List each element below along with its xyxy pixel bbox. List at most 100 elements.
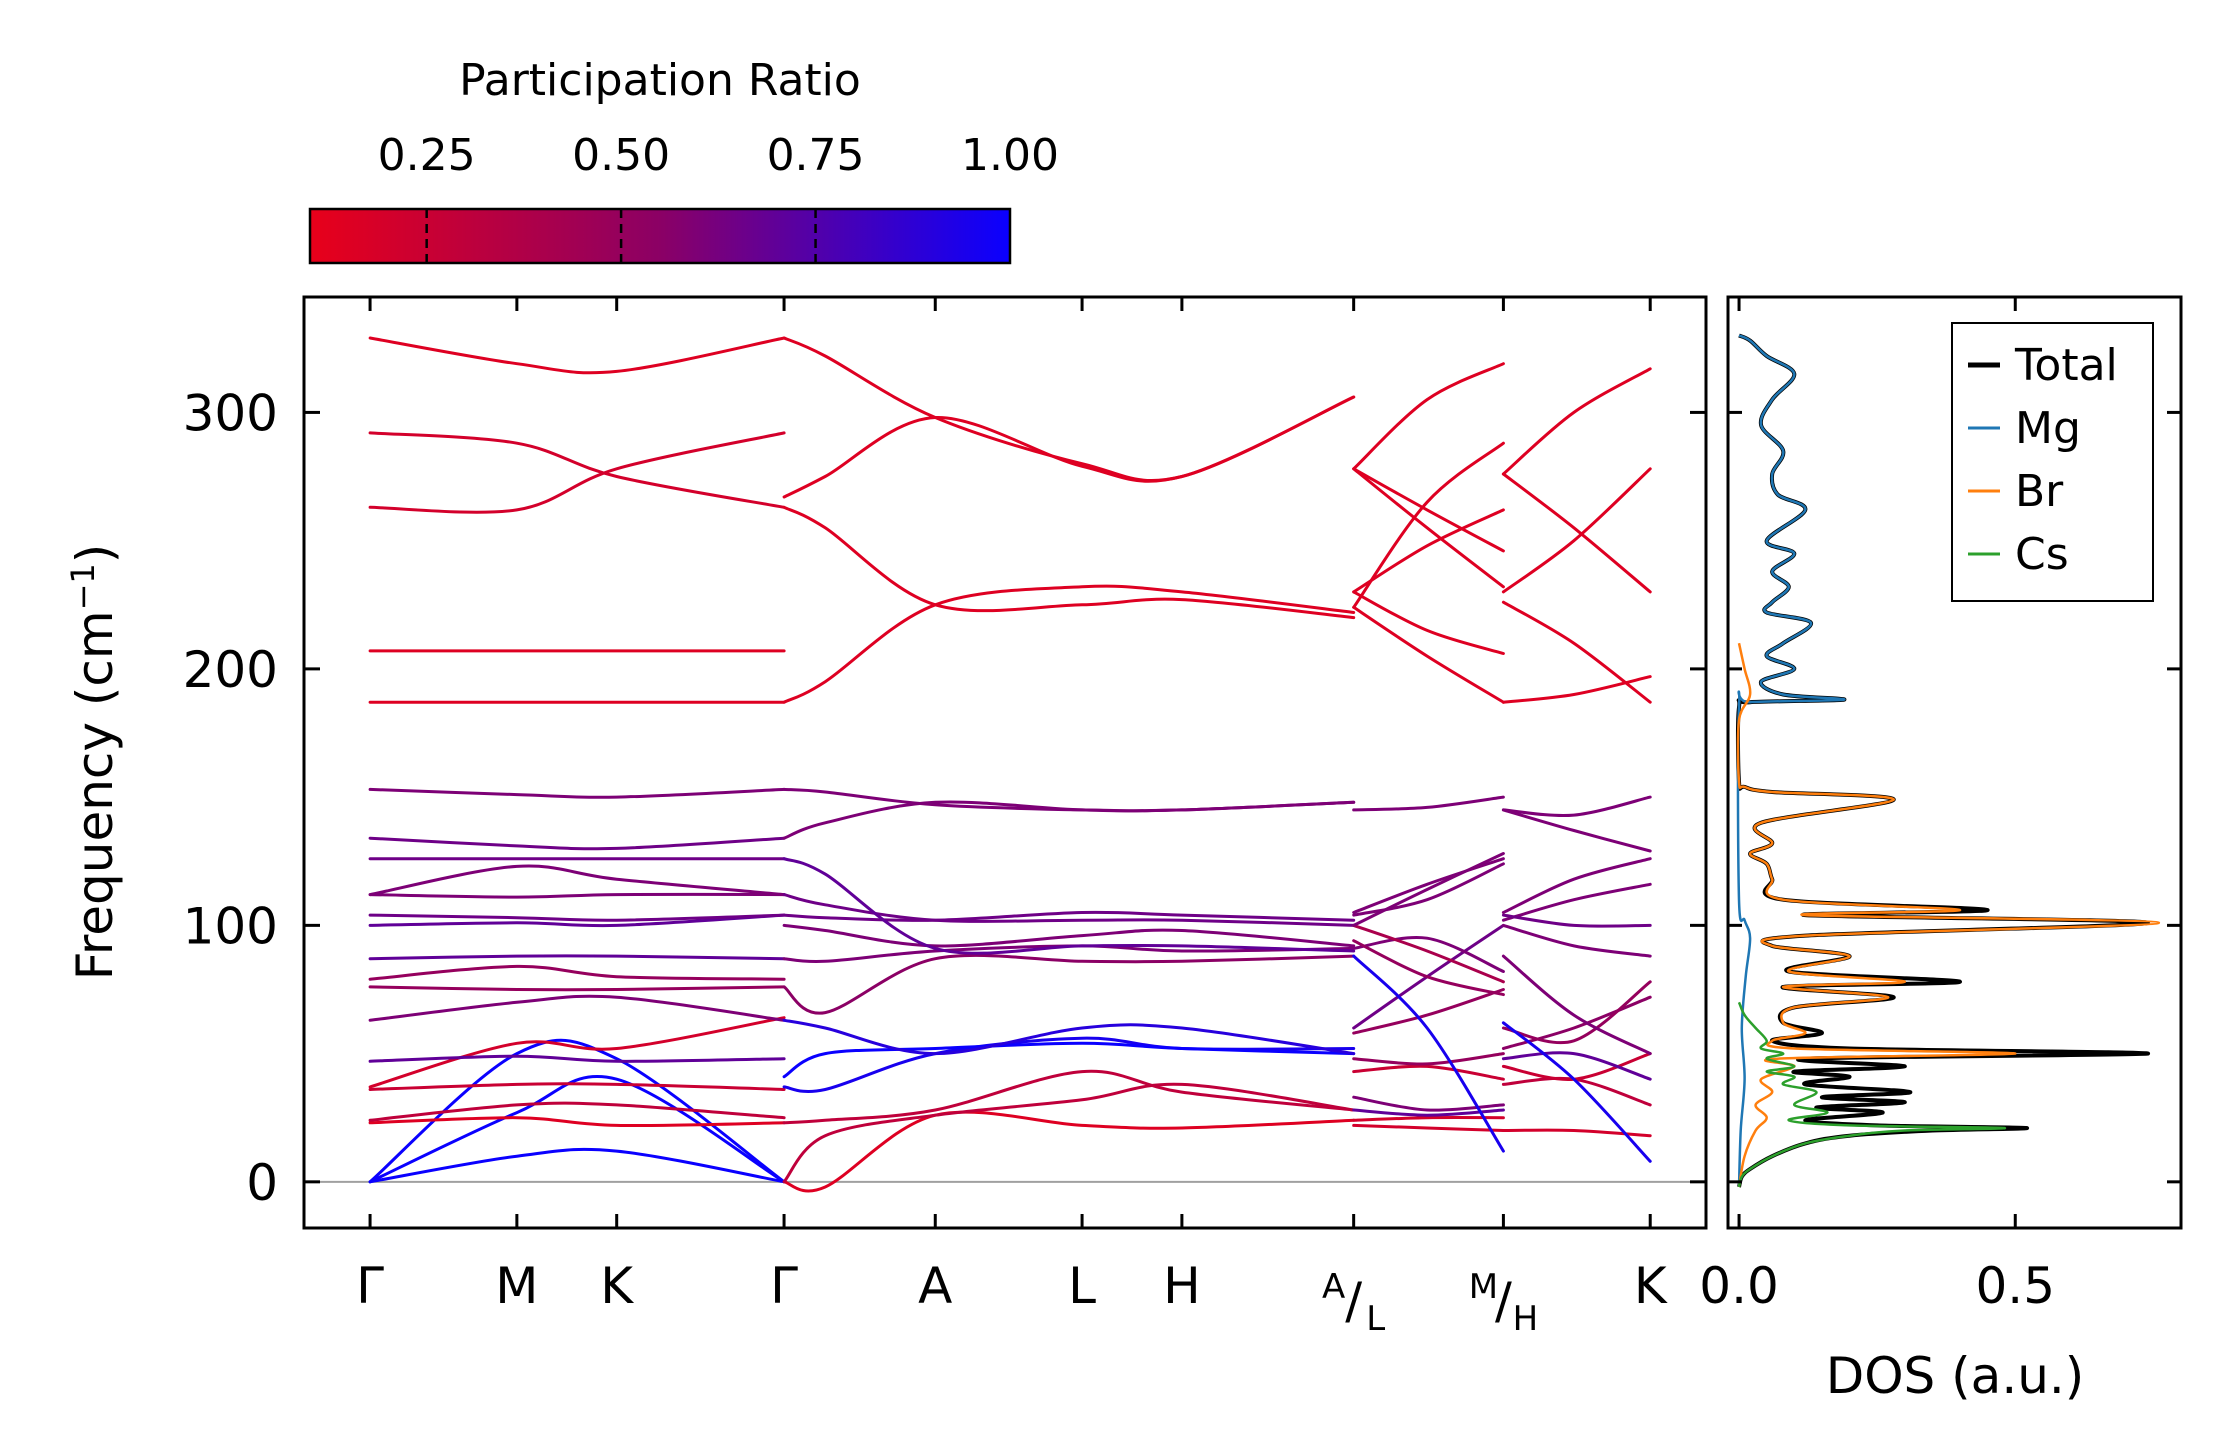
- dos-series-cs: [1737, 1001, 2006, 1188]
- phonon-band-0-11: [368, 954, 786, 961]
- dos-legend-items: Total Mg Br Cs: [1968, 340, 2118, 580]
- x-tick-label-slash: /: [1345, 1272, 1362, 1330]
- phonon-band-0-4: [368, 1101, 786, 1122]
- x-tick-label-sup: A: [1322, 1267, 1345, 1307]
- phonon-band-2-4: [1352, 1064, 1505, 1081]
- phonon-band-1-16: [782, 395, 1356, 499]
- phonon-band-0-8: [368, 994, 786, 1022]
- colorbar-tick-label: 1.00: [961, 130, 1059, 181]
- dos-axis-ticks: 0.0 0.5: [1699, 297, 2181, 1315]
- phonon-band-3-3: [1501, 1051, 1652, 1081]
- x-tick-label-sub: L: [1366, 1299, 1385, 1339]
- x-tick-label: H: [1163, 1257, 1201, 1315]
- phonon-band-3-4: [1501, 995, 1652, 1050]
- x-tick-label: K: [600, 1257, 634, 1315]
- dos-x-tick-label: 0.5: [1976, 1257, 2056, 1315]
- phonon-band-3-14: [1501, 675, 1652, 704]
- phonon-band-2-5: [1352, 1052, 1505, 1066]
- phonon-band-2-21: [1352, 441, 1505, 609]
- frequency-axis-ticks: 0 100 200 300: [183, 384, 1706, 1212]
- phonon-band-0-9: [368, 985, 786, 992]
- frequency-axis-label-main: Frequency (cm: [66, 610, 124, 980]
- phonon-band-0-12: [368, 913, 786, 928]
- phonon-band-3-5: [1501, 980, 1652, 1045]
- phonon-band-2-3: [1352, 1095, 1505, 1112]
- phonon-band-1-6: [782, 953, 1356, 1015]
- phonon-band-3-2: [1501, 1052, 1652, 1081]
- x-tick-label: K: [1634, 1257, 1668, 1315]
- phonon-band-2-12: [1352, 862, 1505, 917]
- legend-label-cs: Cs: [2015, 529, 2069, 580]
- phonon-band-0-13: [368, 913, 786, 922]
- phonon-band-3-17: [1501, 472, 1652, 594]
- phonon-band-3-16: [1501, 467, 1652, 594]
- phonon-band-0-0: [368, 1074, 786, 1184]
- phonon-band-2-11: [1352, 923, 1505, 984]
- phonon-band-3-7: [1501, 954, 1652, 1056]
- y-tick-label: 100: [183, 897, 278, 955]
- dos-legend: Total Mg Br Cs: [1951, 322, 2154, 602]
- phonon-band-3-10: [1501, 913, 1652, 928]
- phonon-band-1-10: [782, 893, 1356, 927]
- phonon-band-1-9: [782, 910, 1356, 922]
- phonon-band-3-0: [1501, 1128, 1652, 1138]
- dos-axis-label: DOS (a.u.): [1826, 1347, 2085, 1405]
- phonon-band-0-3: [368, 1116, 786, 1128]
- phonon-band-3-12: [1501, 795, 1652, 818]
- x-tick-label: M: [495, 1257, 538, 1315]
- phonon-band-1-0: [782, 1110, 1356, 1193]
- phonon-band-0-1: [368, 1147, 786, 1184]
- frequency-axis-label-end: ): [66, 544, 124, 564]
- phonon-band-2-1: [1352, 1116, 1505, 1122]
- colorbar: Participation Ratio 0.25 0.50 0.75 1.00: [308, 55, 1059, 265]
- phonon-band-0-14: [368, 864, 786, 897]
- phonon-band-0-2: [368, 1038, 786, 1184]
- phonon-band-1-13: [782, 787, 1356, 813]
- phonon-band-3-8: [1501, 923, 1652, 958]
- phonon-band-2-8: [1352, 954, 1505, 1153]
- colorbar-ticks: 0.25 0.50 0.75 1.00: [378, 130, 1059, 263]
- colorbar-tick-label: 0.50: [572, 130, 670, 181]
- phonon-band-2-18: [1352, 590, 1505, 655]
- phonon-band-1-17: [782, 336, 1356, 483]
- colorbar-tick-label: 0.75: [767, 130, 865, 181]
- legend-label-mg: Mg: [2015, 403, 2081, 454]
- x-tick-label: Γ: [356, 1257, 384, 1315]
- phonon-band-2-15: [1352, 852, 1505, 927]
- phonon-band-1-1: [782, 1082, 1356, 1184]
- phonon-band-1-11: [782, 857, 1356, 955]
- colorbar-label: Participation Ratio: [459, 55, 861, 106]
- y-tick-label: 0: [246, 1154, 278, 1212]
- phonon-band-2-22: [1352, 362, 1505, 471]
- phonon-band-2-6: [1352, 988, 1505, 1035]
- phonon-band-1-8: [782, 923, 1356, 948]
- phonon-band-2-16: [1352, 605, 1505, 704]
- phonon-band-3-15: [1501, 600, 1652, 704]
- x-tick-label: L: [1068, 1257, 1096, 1315]
- phonon-band-2-9: [1352, 935, 1505, 973]
- dos-plot: 0.0 0.5 DOS (a.u.) Total Mg Br Cs: [1699, 295, 2183, 1405]
- phonon-band-0-6: [368, 1016, 786, 1089]
- phonon-band-2-17: [1352, 508, 1505, 594]
- phonon-band-3-11: [1501, 857, 1652, 914]
- phonon-band-0-21: [368, 431, 786, 514]
- dos-plot-frame: [1726, 295, 2183, 1230]
- phonon-band-2-0: [1352, 1123, 1505, 1132]
- phonon-band-2-10: [1352, 939, 1505, 997]
- x-tick-label-composite: M/H: [1469, 1267, 1538, 1339]
- dos-curves: [1735, 333, 2161, 1188]
- colorbar-tick-label: 0.25: [378, 130, 476, 181]
- x-tick-label-sub: H: [1513, 1299, 1539, 1339]
- legend-label-br: Br: [2015, 466, 2064, 517]
- phonon-band-2-14: [1352, 795, 1505, 812]
- phonon-band-0-5: [368, 1082, 786, 1091]
- phonon-band-2-2: [1352, 1108, 1505, 1117]
- dos-series-mg: [1736, 334, 1846, 1188]
- x-tick-label: A: [918, 1257, 952, 1315]
- dos-x-tick-label: 0.0: [1699, 1257, 1779, 1315]
- phonon-band-1-7: [782, 944, 1356, 964]
- frequency-axis-label-sup: −1: [64, 563, 102, 610]
- phonon-band-1-14: [782, 584, 1356, 704]
- phonon-band-0-18: [368, 787, 786, 799]
